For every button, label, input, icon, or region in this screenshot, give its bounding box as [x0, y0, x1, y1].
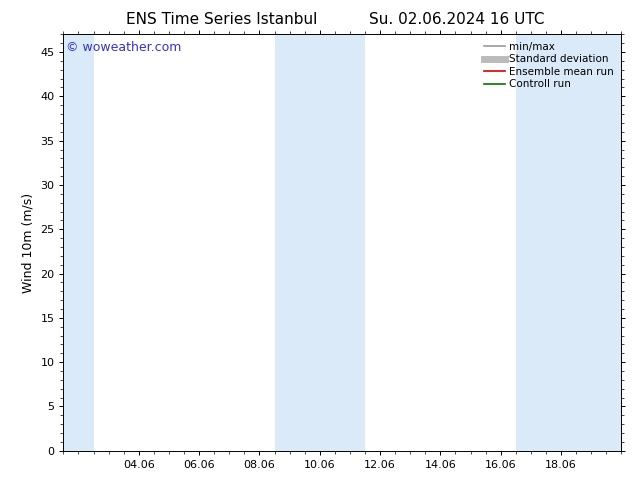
- Text: Su. 02.06.2024 16 UTC: Su. 02.06.2024 16 UTC: [369, 12, 544, 27]
- Text: © woweather.com: © woweather.com: [66, 41, 181, 53]
- Bar: [60, 34, 94, 451]
- Text: ENS Time Series Istanbul: ENS Time Series Istanbul: [126, 12, 318, 27]
- Legend: min/max, Standard deviation, Ensemble mean run, Controll run: min/max, Standard deviation, Ensemble me…: [482, 40, 616, 92]
- Bar: [275, 34, 365, 451]
- Y-axis label: Wind 10m (m/s): Wind 10m (m/s): [22, 193, 35, 293]
- Bar: [516, 34, 621, 451]
